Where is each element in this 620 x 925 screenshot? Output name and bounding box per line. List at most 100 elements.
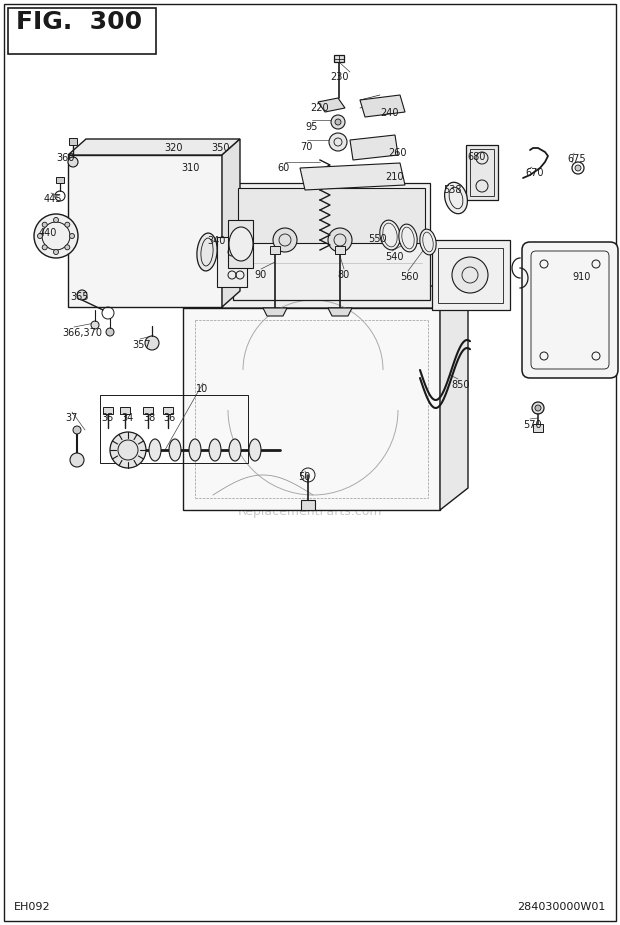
Circle shape — [535, 405, 541, 411]
Text: 670: 670 — [525, 168, 544, 178]
Text: 95: 95 — [305, 122, 317, 132]
Bar — [470, 149, 494, 196]
Text: 240: 240 — [380, 108, 399, 118]
Text: 570: 570 — [523, 420, 542, 430]
Circle shape — [34, 214, 78, 258]
Circle shape — [42, 222, 47, 228]
Bar — [143, 407, 153, 414]
Ellipse shape — [209, 439, 221, 461]
Circle shape — [37, 233, 43, 239]
Bar — [69, 138, 77, 145]
Circle shape — [53, 217, 58, 223]
Polygon shape — [360, 95, 405, 117]
Polygon shape — [432, 240, 510, 310]
Text: 440: 440 — [39, 228, 58, 238]
Circle shape — [273, 228, 297, 252]
Circle shape — [77, 290, 87, 300]
Text: 35: 35 — [101, 413, 113, 423]
Text: FIG.  300: FIG. 300 — [16, 10, 142, 34]
Text: ReplacementParts.com: ReplacementParts.com — [237, 505, 383, 519]
Polygon shape — [183, 286, 468, 308]
Circle shape — [42, 245, 47, 250]
Text: EH092: EH092 — [14, 902, 51, 912]
Text: 366,370: 366,370 — [62, 328, 102, 338]
Text: 320: 320 — [164, 143, 182, 153]
Text: 350: 350 — [211, 143, 229, 153]
Polygon shape — [318, 98, 345, 112]
FancyBboxPatch shape — [522, 242, 618, 378]
Polygon shape — [233, 183, 430, 300]
Polygon shape — [328, 308, 352, 316]
Circle shape — [106, 328, 114, 336]
Bar — [100, 395, 248, 463]
Circle shape — [329, 133, 347, 151]
Text: 675: 675 — [567, 154, 586, 164]
Ellipse shape — [189, 439, 201, 461]
Text: 538: 538 — [443, 185, 461, 195]
Circle shape — [69, 233, 74, 239]
Text: 365: 365 — [70, 292, 89, 302]
Circle shape — [68, 157, 78, 167]
Text: 220: 220 — [310, 103, 329, 113]
Text: 10: 10 — [196, 384, 208, 394]
Polygon shape — [263, 308, 287, 316]
Text: 340: 340 — [207, 236, 226, 246]
Text: 80: 80 — [337, 270, 349, 280]
Polygon shape — [68, 155, 222, 307]
Circle shape — [110, 432, 146, 468]
Bar — [56, 177, 64, 183]
Bar — [238, 188, 425, 243]
Polygon shape — [183, 308, 440, 510]
Ellipse shape — [229, 439, 241, 461]
Text: 560: 560 — [400, 272, 419, 282]
Bar — [8, 8, 156, 54]
Bar — [163, 407, 173, 414]
Bar — [334, 55, 344, 62]
Text: 910: 910 — [572, 272, 590, 282]
Text: 680: 680 — [467, 152, 485, 162]
Bar — [335, 246, 345, 254]
Circle shape — [65, 245, 70, 250]
Bar — [76, 175, 214, 277]
Text: 284030000W01: 284030000W01 — [518, 902, 606, 912]
Bar — [533, 424, 543, 432]
Circle shape — [145, 336, 159, 350]
Text: 310: 310 — [181, 163, 200, 173]
Circle shape — [65, 222, 70, 228]
Circle shape — [91, 321, 99, 329]
Circle shape — [53, 250, 58, 254]
Text: 37: 37 — [65, 413, 78, 423]
Circle shape — [73, 426, 81, 434]
Ellipse shape — [399, 224, 417, 252]
Polygon shape — [222, 139, 240, 307]
Ellipse shape — [169, 439, 181, 461]
Circle shape — [452, 257, 488, 293]
Text: 34: 34 — [121, 413, 133, 423]
Text: 445: 445 — [44, 194, 63, 204]
Polygon shape — [440, 286, 468, 510]
Polygon shape — [350, 135, 398, 160]
Text: 357: 357 — [132, 340, 151, 350]
Bar — [120, 407, 130, 414]
Circle shape — [331, 115, 345, 129]
Text: 540: 540 — [385, 252, 404, 262]
Polygon shape — [228, 220, 253, 268]
Text: 50: 50 — [298, 472, 311, 482]
Ellipse shape — [229, 227, 253, 261]
Circle shape — [335, 119, 341, 125]
Bar — [301, 500, 315, 510]
Text: 850: 850 — [451, 380, 469, 390]
Bar — [438, 248, 503, 303]
Text: 90: 90 — [254, 270, 266, 280]
Text: 36: 36 — [163, 413, 175, 423]
Text: 550: 550 — [368, 234, 387, 244]
Polygon shape — [300, 163, 405, 190]
Bar — [466, 145, 498, 200]
Ellipse shape — [249, 439, 261, 461]
Circle shape — [575, 165, 581, 171]
Ellipse shape — [380, 220, 400, 250]
Text: 38: 38 — [143, 413, 155, 423]
Text: 60: 60 — [277, 163, 290, 173]
Bar — [270, 246, 280, 254]
Bar — [103, 407, 113, 414]
